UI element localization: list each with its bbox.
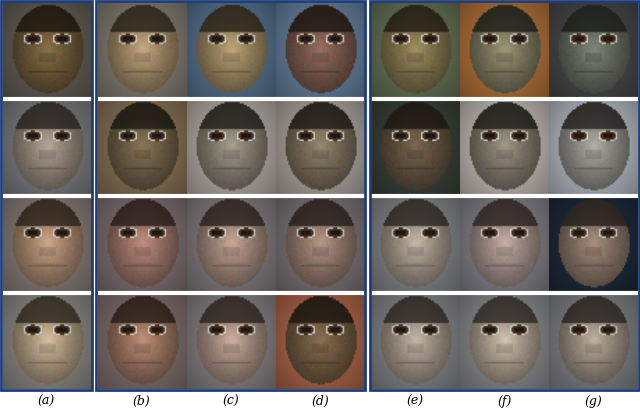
Text: (d): (d) xyxy=(311,395,329,408)
Bar xyxy=(97,1,365,390)
Bar xyxy=(1,1,92,390)
Text: (e): (e) xyxy=(406,395,424,408)
Text: (a): (a) xyxy=(38,395,55,408)
Text: (f): (f) xyxy=(497,395,511,408)
Text: (b): (b) xyxy=(132,395,150,408)
Text: (g): (g) xyxy=(584,395,602,408)
Text: (c): (c) xyxy=(222,395,239,408)
Bar xyxy=(370,1,639,390)
